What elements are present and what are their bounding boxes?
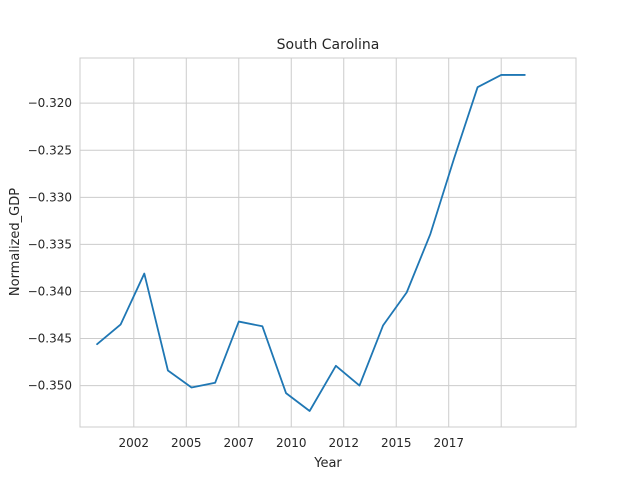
chart-title: South Carolina <box>277 37 380 53</box>
x-tick-label: 2010 <box>276 436 307 450</box>
x-tick-label: 2012 <box>328 436 359 450</box>
y-tick-label: −0.340 <box>28 284 72 298</box>
grid <box>80 58 576 427</box>
y-tick-label: −0.325 <box>28 143 72 157</box>
x-axis-label: Year <box>313 456 342 471</box>
x-tick-label: 2015 <box>381 436 412 450</box>
y-tick-label: −0.350 <box>28 379 72 393</box>
y-tick-label: −0.320 <box>28 96 72 110</box>
x-tick-label: 2005 <box>171 436 202 450</box>
y-axis-ticks: −0.350 −0.345 −0.340 −0.335 −0.330 −0.325 −0.3… <box>28 96 72 392</box>
y-tick-label: −0.335 <box>28 237 72 251</box>
x-tick-label: 2017 <box>433 436 464 450</box>
y-tick-label: −0.330 <box>28 190 72 204</box>
x-axis-ticks: 2002 2005 2007 2010 2012 2015 2017 <box>119 436 464 450</box>
y-tick-label: −0.345 <box>28 332 72 346</box>
y-axis-label: Normalized_GDP <box>8 188 23 296</box>
x-tick-label: 2007 <box>223 436 254 450</box>
x-tick-label: 2002 <box>119 436 150 450</box>
plot-frame <box>79 57 577 428</box>
series-layer <box>96 74 526 412</box>
series-line <box>96 74 526 412</box>
